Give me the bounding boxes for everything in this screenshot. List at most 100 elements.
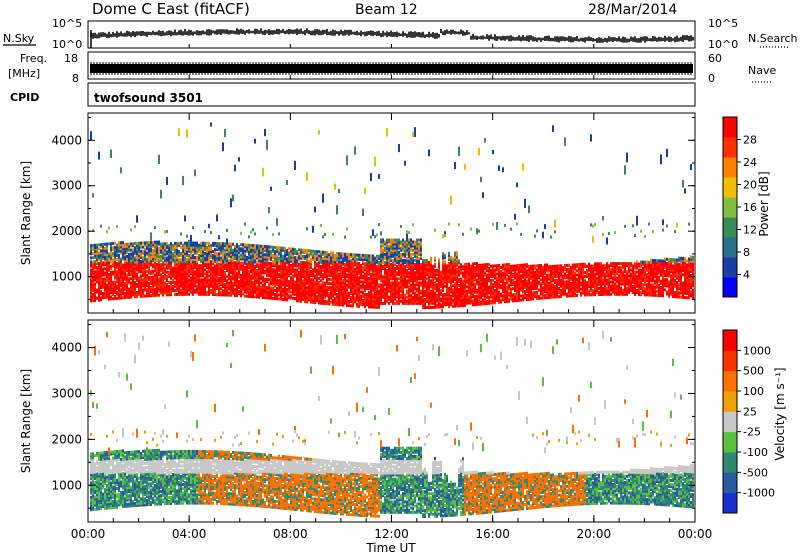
echo-cell [110, 242, 112, 246]
echo-cell [184, 260, 186, 264]
echo-cell [182, 247, 184, 251]
echo-cell [160, 287, 162, 291]
echo-cell [430, 283, 432, 287]
echo-cell [192, 280, 194, 284]
echo-cell [354, 284, 356, 288]
echo-cell [304, 291, 306, 295]
echo-cell [412, 287, 414, 291]
echo-cell [512, 293, 514, 297]
echo-cell [438, 283, 440, 287]
echo-cell [136, 254, 138, 258]
echo-cell [106, 293, 108, 297]
echo-cell [214, 256, 216, 260]
echo-cell [468, 287, 470, 291]
echo-cell [134, 248, 136, 252]
echo-cell [428, 267, 430, 271]
echo-cell [278, 252, 280, 256]
echo-cell [300, 291, 302, 295]
echo-cell [366, 282, 368, 286]
echo-cell [286, 271, 288, 275]
echo-cell [336, 266, 338, 270]
echo-cell [214, 254, 216, 258]
echo-cell [300, 250, 302, 254]
echo-cell [112, 246, 114, 250]
echo-cell [406, 230, 408, 240]
echo-cell [278, 260, 280, 264]
echo-cell [436, 293, 438, 297]
echo-cell [356, 296, 358, 300]
echo-cell [356, 259, 358, 263]
echo-cell [92, 289, 94, 292]
echo-cell [502, 265, 504, 269]
echo-cell [114, 250, 116, 253]
echo-cell [410, 267, 412, 271]
echo-cell [280, 271, 282, 275]
echo-cell [304, 263, 306, 267]
echo-cell [126, 289, 128, 293]
echo-cell [424, 267, 426, 271]
echo-cell [332, 255, 334, 259]
echo-cell [200, 245, 202, 249]
echo-cell [418, 301, 420, 305]
echo-cell [268, 207, 270, 214]
echo-cell [118, 270, 120, 274]
echo-cell [406, 246, 408, 250]
echo-cell [222, 281, 224, 285]
echo-cell [250, 268, 252, 272]
echo-cell [284, 294, 286, 297]
echo-cell [252, 244, 254, 248]
echo-cell [182, 262, 184, 266]
echo-cell [376, 287, 378, 291]
echo-cell [94, 296, 96, 300]
echo-cell [108, 275, 110, 279]
echo-cell [194, 260, 196, 263]
echo-cell [386, 246, 388, 250]
echo-cell [282, 257, 284, 260]
echo-cell [378, 305, 380, 309]
echo-cell [316, 264, 318, 268]
echo-cell [492, 272, 494, 276]
echo-cell [318, 258, 320, 262]
echo-cell [212, 254, 214, 258]
echo-cell [212, 291, 214, 294]
echo-cell [140, 268, 142, 272]
echo-cell [154, 244, 156, 248]
echo-cell [504, 271, 506, 275]
echo-cell [122, 249, 124, 253]
echo-cell [384, 281, 386, 285]
echo-cell [118, 247, 120, 251]
echo-cell [304, 271, 306, 275]
echo-cell [442, 301, 444, 305]
echo-cell [456, 259, 458, 263]
echo-cell [150, 288, 152, 291]
echo-cell [306, 279, 308, 283]
echo-cell [186, 286, 188, 290]
echo-cell [354, 255, 356, 259]
echo-cell [294, 270, 296, 274]
echo-cell [374, 256, 376, 260]
echo-cell [346, 259, 348, 262]
echo-cell [102, 279, 104, 283]
echo-cell [452, 274, 454, 278]
echo-cell [388, 281, 390, 285]
echo-cell [338, 276, 340, 280]
echo-cell [476, 278, 478, 282]
echo-cell [352, 273, 354, 277]
echo-cell [384, 277, 386, 281]
echo-cell [212, 278, 214, 282]
echo-cell [174, 248, 176, 252]
echo-cell [372, 283, 374, 287]
echo-cell [442, 272, 444, 276]
echo-cell [344, 269, 346, 272]
echo-cell [294, 247, 296, 251]
echo-cell [500, 270, 502, 273]
echo-cell [166, 289, 168, 293]
noise-tick-bottom: 10^0 [52, 38, 82, 51]
echo-cell [158, 271, 160, 275]
echo-cell [464, 289, 466, 293]
echo-cell [168, 250, 170, 254]
echo-cell [352, 261, 354, 265]
echo-cell [442, 282, 444, 286]
echo-cell [138, 290, 140, 294]
echo-cell [198, 274, 200, 278]
